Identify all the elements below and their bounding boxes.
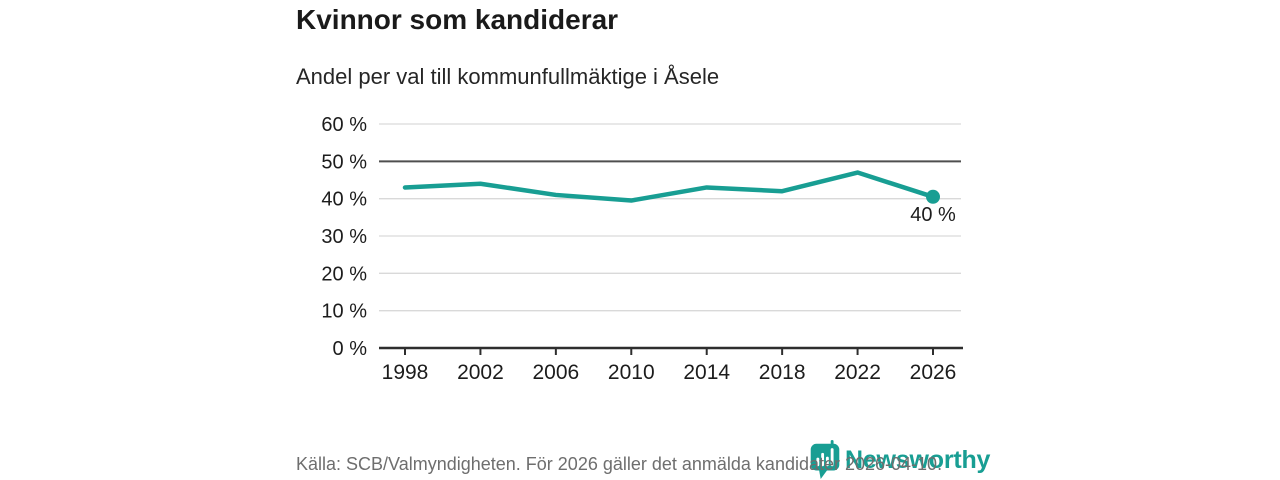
x-axis-tick-label: 2014 — [683, 361, 730, 384]
x-axis-tick-label: 2018 — [759, 361, 806, 384]
newsworthy-logo: Newsworthy — [810, 440, 990, 480]
newsworthy-bar-chart-bubble-icon — [810, 440, 840, 480]
y-axis-tick-label: 0 % — [333, 338, 368, 360]
page-title: Kvinnor som kandiderar — [296, 4, 619, 35]
last-point-label: 40 % — [910, 204, 956, 226]
x-axis-tick-label: 1998 — [382, 361, 429, 384]
page-subtitle: Andel per val till kommunfullmäktige i Å… — [296, 64, 720, 89]
y-axis-tick-label: 40 % — [321, 189, 367, 211]
y-axis-tick-label: 10 % — [321, 301, 367, 323]
y-axis-tick-label: 50 % — [321, 151, 367, 173]
last-point-marker — [926, 189, 940, 204]
source-note: Källa: SCB/Valmyndigheten. För 2026 gäll… — [296, 454, 943, 474]
x-axis-tick-label: 2006 — [532, 361, 579, 384]
x-axis-tick-label: 2026 — [910, 361, 957, 384]
y-axis-tick-label: 60 % — [321, 114, 367, 136]
x-axis-tick-label: 2010 — [608, 361, 655, 384]
data-line — [402, 170, 936, 203]
x-axis-tick-label: 2002 — [457, 361, 504, 384]
x-axis-tick-label: 2022 — [834, 361, 881, 384]
y-axis-tick-label: 20 % — [321, 263, 367, 285]
y-axis-tick-label: 30 % — [321, 226, 367, 248]
newsworthy-wordmark: Newsworthy — [845, 445, 991, 474]
